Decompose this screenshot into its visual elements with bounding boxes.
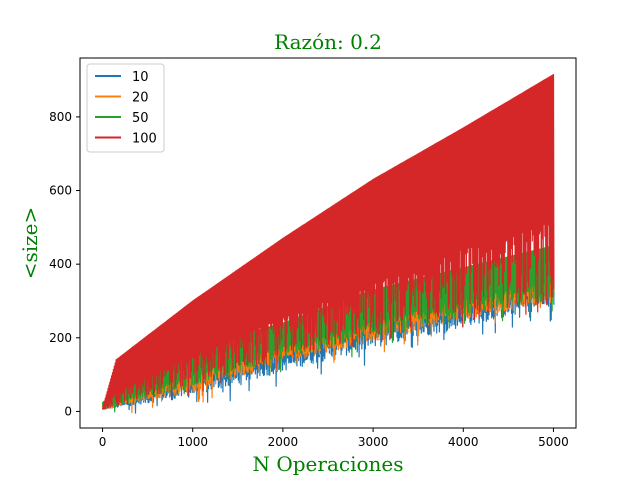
legend-label-100: 100: [132, 132, 157, 147]
axes-frame: [79, 57, 577, 429]
axis-ticks: 0 1000 2000 3000 4000 5000 0 200 400 600 800: [49, 110, 569, 449]
x-tick-label: 4000: [448, 435, 479, 449]
plot-area: [101, 74, 555, 414]
y-tick-label: 200: [49, 331, 72, 345]
y-axis-title: <size>: [18, 207, 42, 280]
x-tick-label: 1000: [177, 435, 208, 449]
x-tick-label: 0: [99, 435, 107, 449]
legend-label-20: 20: [132, 91, 149, 106]
y-tick-label: 400: [49, 257, 72, 271]
legend-box: [86, 63, 165, 153]
x-axis-title: N Operaciones: [253, 452, 404, 476]
legend-label-50: 50: [132, 111, 149, 126]
x-tick-label: 3000: [358, 435, 389, 449]
y-tick-label: 800: [49, 110, 72, 124]
legend-label-10: 10: [132, 70, 149, 85]
x-tick-label: 5000: [538, 435, 569, 449]
x-tick-label: 2000: [268, 435, 299, 449]
y-tick-label: 0: [64, 404, 72, 418]
chart-title: Razón: 0.2: [274, 30, 382, 54]
y-tick-label: 600: [49, 184, 72, 198]
legend: 10 20 50 100: [86, 63, 165, 153]
series-line-100: [101, 74, 555, 410]
